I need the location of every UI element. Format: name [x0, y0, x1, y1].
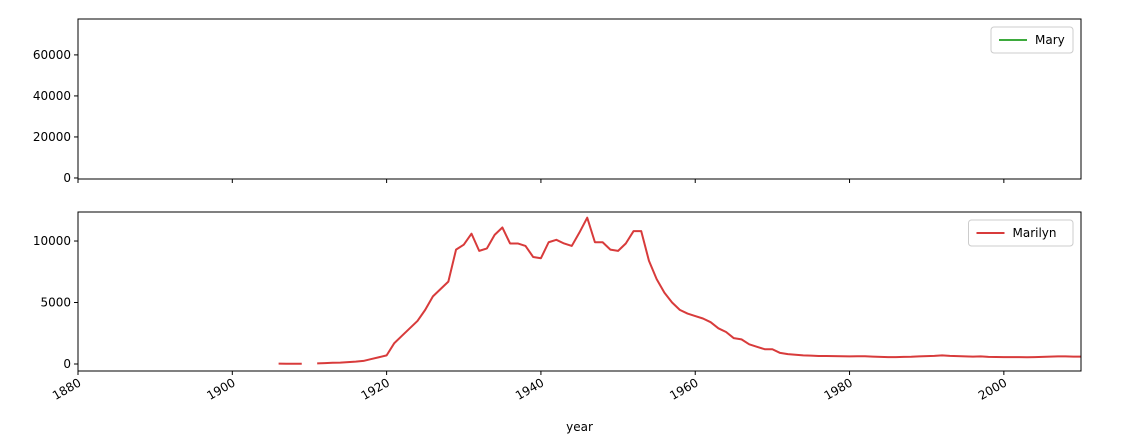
y-tick-label: 0 — [63, 171, 71, 185]
x-tick-label: 2000 — [976, 375, 1009, 402]
axes-frame — [77, 211, 1082, 372]
legend-label: Marilyn — [1013, 226, 1057, 240]
y-tick-label: 20000 — [33, 130, 71, 144]
x-tick-label: 1900 — [204, 375, 237, 402]
plot — [78, 26, 1081, 365]
x-tick-label: 1880 — [50, 375, 83, 402]
y-tick-label: 10000 — [33, 234, 71, 248]
y-tick-label: 0 — [63, 357, 71, 371]
y-tick-label: 40000 — [33, 89, 71, 103]
line-series — [278, 216, 1081, 365]
legend-label: Mary — [1035, 33, 1065, 47]
axes-frame — [77, 18, 1082, 180]
x-tick-label: 1940 — [513, 375, 546, 402]
legend-box — [968, 219, 1074, 247]
x-tick-label: 1920 — [359, 375, 392, 402]
x-axis-label: year — [566, 420, 593, 434]
y-tick-label: 5000 — [40, 296, 71, 310]
x-tick-label: 1980 — [822, 375, 855, 402]
y-tick-label: 60000 — [33, 48, 71, 62]
line-series — [78, 26, 1081, 172]
legend-box — [990, 26, 1074, 54]
x-tick-label: 1960 — [667, 375, 700, 402]
